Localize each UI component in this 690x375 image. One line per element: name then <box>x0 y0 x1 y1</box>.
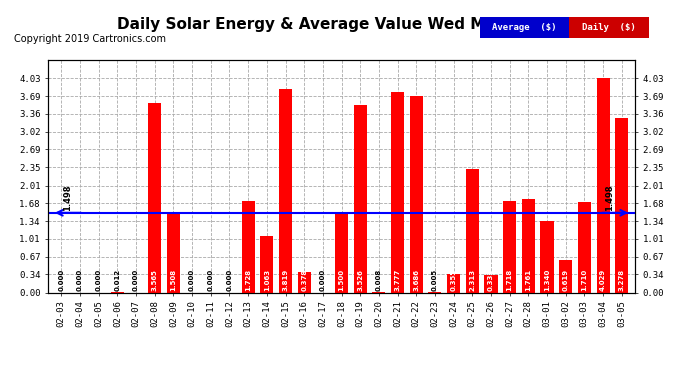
Text: 0.005: 0.005 <box>432 269 438 291</box>
Text: 0.355: 0.355 <box>451 269 457 291</box>
Text: 3.777: 3.777 <box>395 269 401 291</box>
Text: 0.000: 0.000 <box>96 269 101 291</box>
Text: 3.278: 3.278 <box>619 269 624 291</box>
Text: 3.526: 3.526 <box>357 270 363 291</box>
Bar <box>391 92 404 292</box>
Bar <box>241 201 255 292</box>
Text: Average  ($): Average ($) <box>492 22 557 32</box>
Bar <box>522 199 535 292</box>
Bar <box>335 213 348 292</box>
Text: Copyright 2019 Cartronics.com: Copyright 2019 Cartronics.com <box>14 34 166 44</box>
Text: 0.000: 0.000 <box>77 269 83 291</box>
Bar <box>615 118 629 292</box>
Text: 0.000: 0.000 <box>320 269 326 291</box>
Bar <box>559 260 572 292</box>
Text: 4.029: 4.029 <box>600 269 606 291</box>
Bar <box>167 212 180 292</box>
Text: Daily Solar Energy & Average Value Wed Mar 6 17:50: Daily Solar Energy & Average Value Wed M… <box>117 17 573 32</box>
Text: 2.313: 2.313 <box>469 269 475 291</box>
Text: 0.378: 0.378 <box>302 269 307 291</box>
Text: 1.761: 1.761 <box>525 269 531 291</box>
Text: 1.710: 1.710 <box>582 269 587 291</box>
Bar <box>297 272 310 292</box>
Text: 0.000: 0.000 <box>133 269 139 291</box>
Text: 0.619: 0.619 <box>562 269 569 291</box>
Text: 1.498: 1.498 <box>63 184 72 211</box>
Text: 1.063: 1.063 <box>264 269 270 291</box>
Text: 0.333: 0.333 <box>488 269 494 291</box>
Bar <box>466 170 479 292</box>
Text: 1.340: 1.340 <box>544 269 550 291</box>
Text: 0.000: 0.000 <box>208 269 214 291</box>
Text: 3.819: 3.819 <box>282 269 288 291</box>
Text: 0.008: 0.008 <box>376 269 382 291</box>
Text: 0.000: 0.000 <box>59 269 64 291</box>
Text: 1.718: 1.718 <box>506 269 513 291</box>
Bar <box>540 221 553 292</box>
Bar <box>484 275 497 292</box>
Text: 0.000: 0.000 <box>226 269 233 291</box>
Bar <box>503 201 516 292</box>
Bar <box>148 103 161 292</box>
Bar <box>279 89 292 292</box>
Text: 3.565: 3.565 <box>152 270 158 291</box>
Text: 0.000: 0.000 <box>189 269 195 291</box>
Bar <box>410 96 423 292</box>
Bar <box>578 201 591 292</box>
Bar <box>597 78 609 292</box>
Text: 1.498: 1.498 <box>605 184 614 211</box>
Text: 1.508: 1.508 <box>170 269 177 291</box>
Bar <box>260 236 273 292</box>
Text: 3.686: 3.686 <box>413 269 420 291</box>
Text: 0.012: 0.012 <box>115 269 121 291</box>
Bar <box>447 274 460 292</box>
Bar <box>354 105 367 292</box>
Text: Daily  ($): Daily ($) <box>582 22 635 32</box>
Text: 1.500: 1.500 <box>339 269 344 291</box>
Text: 1.728: 1.728 <box>245 269 251 291</box>
